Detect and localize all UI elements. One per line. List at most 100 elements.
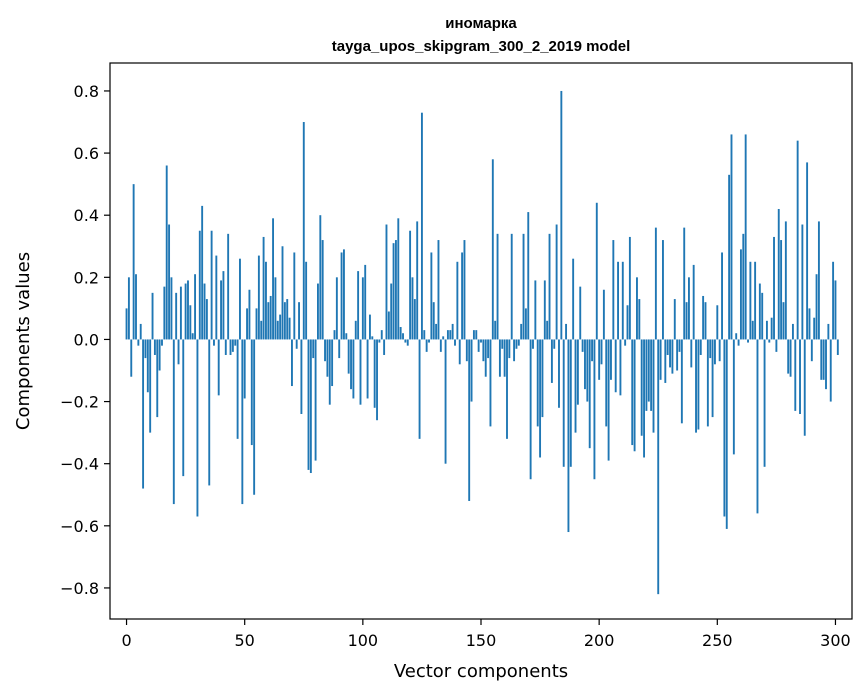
bar-28 [191, 333, 194, 340]
bar-129 [430, 252, 433, 340]
bar-10 [149, 339, 152, 433]
y-tick-label: −0.6 [60, 517, 99, 536]
bar-94 [347, 339, 350, 374]
bar-38 [215, 255, 218, 340]
bar-85 [326, 339, 329, 377]
bar-86 [328, 339, 331, 405]
bar-297 [827, 323, 830, 340]
bar-110 [385, 224, 388, 340]
bar-264 [749, 261, 752, 340]
bar-247 [709, 339, 712, 359]
bar-295 [822, 339, 825, 380]
y-tick-label: 0.2 [74, 268, 99, 287]
bar-101 [364, 264, 367, 340]
bar-109 [383, 339, 386, 355]
bar-33 [203, 283, 206, 340]
bar-131 [435, 323, 438, 340]
bar-159 [501, 339, 504, 349]
bar-155 [491, 159, 494, 340]
bar-20 [172, 339, 175, 505]
x-axis-label: Vector components [394, 661, 568, 682]
bar-289 [808, 308, 811, 340]
bar-270 [763, 339, 766, 467]
bar-97 [354, 320, 357, 340]
bar-194 [584, 339, 586, 390]
bar-260 [739, 249, 742, 340]
bar-77 [307, 339, 310, 470]
bar-182 [555, 224, 558, 340]
bar-203 [605, 339, 608, 427]
bar-298 [829, 339, 832, 402]
x-tick-label: 250 [702, 631, 733, 650]
bar-190 [574, 339, 577, 433]
bar-174 [536, 339, 539, 427]
bar-118 [404, 339, 407, 343]
bar-116 [399, 327, 402, 340]
bar-93 [345, 333, 348, 340]
bar-148 [475, 330, 478, 340]
bar-19 [170, 277, 173, 340]
bar-56 [257, 255, 260, 340]
bar-64 [276, 320, 279, 340]
bar-181 [553, 339, 556, 349]
bar-232 [673, 299, 676, 340]
bar-293 [817, 221, 820, 340]
bar-279 [784, 221, 787, 340]
bar-12 [153, 339, 156, 355]
bar-80 [314, 339, 317, 461]
bar-238 [688, 277, 690, 340]
x-tick-label: 300 [820, 631, 851, 650]
bar-60 [267, 302, 270, 340]
bar-178 [546, 320, 549, 340]
bar-223 [652, 339, 655, 433]
bar-204 [607, 339, 610, 461]
bar-234 [678, 339, 681, 352]
bar-147 [472, 330, 475, 340]
bar-262 [744, 134, 747, 340]
bar-219 [643, 339, 645, 458]
bar-29 [194, 274, 197, 340]
bar-41 [222, 271, 225, 340]
bar-245 [704, 302, 707, 340]
bar-112 [390, 283, 393, 340]
bar-134 [442, 336, 445, 340]
bar-169 [524, 308, 527, 340]
bar-244 [702, 295, 705, 340]
bar-215 [633, 339, 636, 452]
bar-31 [198, 230, 201, 340]
bar-196 [588, 339, 591, 449]
bar-256 [730, 134, 733, 340]
bar-251 [718, 339, 721, 362]
bar-117 [402, 333, 404, 340]
bar-30 [196, 339, 199, 517]
bar-104 [371, 336, 374, 340]
bar-27 [189, 305, 192, 340]
bar-163 [510, 233, 513, 340]
bar-179 [548, 233, 551, 340]
bar-158 [498, 339, 501, 377]
bar-9 [146, 339, 149, 393]
bar-91 [340, 252, 343, 340]
bar-71 [293, 252, 296, 340]
bar-269 [761, 292, 764, 340]
bar-217 [638, 299, 641, 340]
bar-36 [210, 230, 213, 340]
bar-102 [366, 339, 369, 399]
bar-280 [787, 339, 790, 374]
bar-299 [832, 261, 835, 340]
bar-146 [470, 339, 473, 402]
bar-114 [394, 240, 397, 340]
bar-6 [139, 323, 142, 340]
bar-4 [135, 274, 137, 340]
bar-258 [735, 333, 738, 340]
bar-2 [130, 339, 133, 377]
x-tick-label: 200 [584, 631, 615, 650]
bar-211 [624, 339, 627, 346]
bar-275 [775, 339, 778, 352]
bar-113 [392, 243, 395, 340]
bar-119 [406, 339, 409, 346]
bar-183 [558, 339, 560, 408]
bar-42 [224, 339, 227, 355]
bar-192 [579, 286, 582, 340]
bar-171 [529, 339, 532, 480]
